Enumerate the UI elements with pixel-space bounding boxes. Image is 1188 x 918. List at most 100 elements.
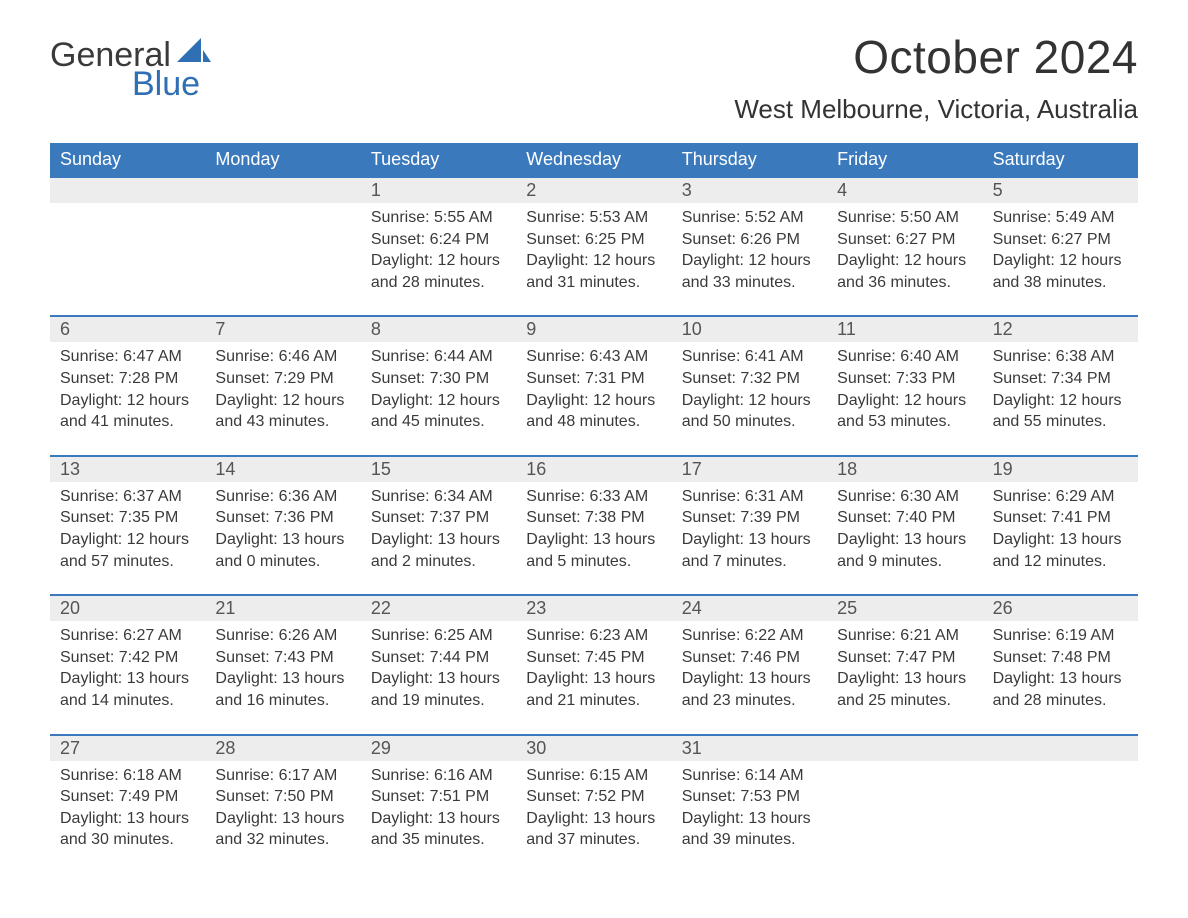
sunset-line: Sunset: 7:46 PM [682,647,817,669]
sunrise-value: 6:22 AM [745,627,804,644]
weekday-header: Friday [827,143,982,176]
day-number [983,736,1138,761]
weekday-header: Sunday [50,143,205,176]
day-cell: Sunrise: 6:38 AMSunset: 7:34 PMDaylight:… [983,342,1138,454]
daylight-label: Daylight: [682,392,744,409]
daylight-line: Daylight: 13 hours and 12 minutes. [993,529,1128,572]
day-number: 31 [672,736,827,761]
sunset-value: 6:27 PM [896,231,956,248]
sunset-line: Sunset: 7:39 PM [682,507,817,529]
week-row: 2728293031Sunrise: 6:18 AMSunset: 7:49 P… [50,734,1138,873]
day-cell: Sunrise: 6:25 AMSunset: 7:44 PMDaylight:… [361,621,516,733]
daylight-label: Daylight: [837,531,899,548]
day-cell: Sunrise: 5:49 AMSunset: 6:27 PMDaylight:… [983,203,1138,315]
daylight-line: Daylight: 13 hours and 30 minutes. [60,808,195,851]
sunset-value: 7:52 PM [585,788,645,805]
day-cell: Sunrise: 6:21 AMSunset: 7:47 PMDaylight:… [827,621,982,733]
sunset-value: 6:26 PM [740,231,800,248]
day-cell: Sunrise: 6:44 AMSunset: 7:30 PMDaylight:… [361,342,516,454]
daylight-label: Daylight: [526,810,588,827]
daynum-strip: 2728293031 [50,736,1138,761]
sunset-value: 7:49 PM [119,788,179,805]
sunrise-line: Sunrise: 6:47 AM [60,346,195,368]
daylight-label: Daylight: [215,531,277,548]
daylight-line: Daylight: 12 hours and 45 minutes. [371,390,506,433]
sunrise-value: 5:55 AM [434,209,493,226]
day-cell: Sunrise: 6:29 AMSunset: 7:41 PMDaylight:… [983,482,1138,594]
day-cell: Sunrise: 5:52 AMSunset: 6:26 PMDaylight:… [672,203,827,315]
daylight-line: Daylight: 12 hours and 31 minutes. [526,250,661,293]
sunrise-line: Sunrise: 6:14 AM [682,765,817,787]
daylight-line: Daylight: 13 hours and 25 minutes. [837,668,972,711]
sunrise-label: Sunrise: [993,209,1052,226]
day-number: 25 [827,596,982,621]
sunset-label: Sunset: [371,509,425,526]
sunrise-line: Sunrise: 6:15 AM [526,765,661,787]
sunrise-value: 6:27 AM [123,627,182,644]
sunrise-label: Sunrise: [837,348,896,365]
sunrise-label: Sunrise: [526,488,585,505]
sunrise-value: 6:33 AM [589,488,648,505]
sunset-line: Sunset: 7:42 PM [60,647,195,669]
daylight-label: Daylight: [837,670,899,687]
daylight-label: Daylight: [60,670,122,687]
daylight-label: Daylight: [526,531,588,548]
day-number [827,736,982,761]
sunset-value: 7:47 PM [896,649,956,666]
sunset-value: 7:38 PM [585,509,645,526]
day-cell: Sunrise: 6:36 AMSunset: 7:36 PMDaylight:… [205,482,360,594]
logo-word-blue: Blue [132,65,211,104]
sunset-line: Sunset: 7:31 PM [526,368,661,390]
sunset-line: Sunset: 6:26 PM [682,229,817,251]
sunrise-line: Sunrise: 6:38 AM [993,346,1128,368]
sunrise-label: Sunrise: [215,627,274,644]
sunrise-label: Sunrise: [526,348,585,365]
sunset-value: 7:33 PM [896,370,956,387]
daylight-label: Daylight: [682,252,744,269]
sunset-line: Sunset: 7:29 PM [215,368,350,390]
sunset-value: 7:51 PM [430,788,490,805]
page-header: General Blue October 2024 West Melbourne… [50,30,1138,125]
day-cell: Sunrise: 6:18 AMSunset: 7:49 PMDaylight:… [50,761,205,873]
sunrise-label: Sunrise: [371,627,430,644]
daylight-label: Daylight: [371,810,433,827]
sunrise-value: 5:49 AM [1056,209,1115,226]
page-title: October 2024 [734,30,1138,84]
daylight-line: Daylight: 13 hours and 21 minutes. [526,668,661,711]
day-cell: Sunrise: 6:27 AMSunset: 7:42 PMDaylight:… [50,621,205,733]
sunset-value: 7:34 PM [1051,370,1111,387]
sunrise-line: Sunrise: 5:49 AM [993,207,1128,229]
daylight-line: Daylight: 12 hours and 57 minutes. [60,529,195,572]
daylight-line: Daylight: 12 hours and 55 minutes. [993,390,1128,433]
day-number: 12 [983,317,1138,342]
calendar: SundayMondayTuesdayWednesdayThursdayFrid… [50,143,1138,873]
sunset-value: 7:29 PM [274,370,334,387]
sunset-line: Sunset: 7:43 PM [215,647,350,669]
day-cell: Sunrise: 6:41 AMSunset: 7:32 PMDaylight:… [672,342,827,454]
sunrise-line: Sunrise: 6:30 AM [837,486,972,508]
day-number: 19 [983,457,1138,482]
sunset-line: Sunset: 7:32 PM [682,368,817,390]
sunrise-value: 6:16 AM [434,767,493,784]
sunset-label: Sunset: [526,649,580,666]
sunrise-line: Sunrise: 6:36 AM [215,486,350,508]
sunrise-label: Sunrise: [526,767,585,784]
day-number: 1 [361,178,516,203]
day-number: 27 [50,736,205,761]
sunrise-value: 6:31 AM [745,488,804,505]
sunset-value: 7:44 PM [430,649,490,666]
week-row: 20212223242526Sunrise: 6:27 AMSunset: 7:… [50,594,1138,733]
daylight-label: Daylight: [682,670,744,687]
week-row: 12345Sunrise: 5:55 AMSunset: 6:24 PMDayl… [50,176,1138,315]
day-cell: Sunrise: 6:40 AMSunset: 7:33 PMDaylight:… [827,342,982,454]
daylight-label: Daylight: [215,392,277,409]
day-number: 23 [516,596,671,621]
daylight-line: Daylight: 13 hours and 19 minutes. [371,668,506,711]
sunset-line: Sunset: 7:35 PM [60,507,195,529]
sunrise-line: Sunrise: 6:22 AM [682,625,817,647]
sunset-value: 7:42 PM [119,649,179,666]
daylight-line: Daylight: 12 hours and 41 minutes. [60,390,195,433]
sunset-label: Sunset: [526,788,580,805]
daynum-strip: 6789101112 [50,317,1138,342]
day-cell: Sunrise: 5:53 AMSunset: 6:25 PMDaylight:… [516,203,671,315]
